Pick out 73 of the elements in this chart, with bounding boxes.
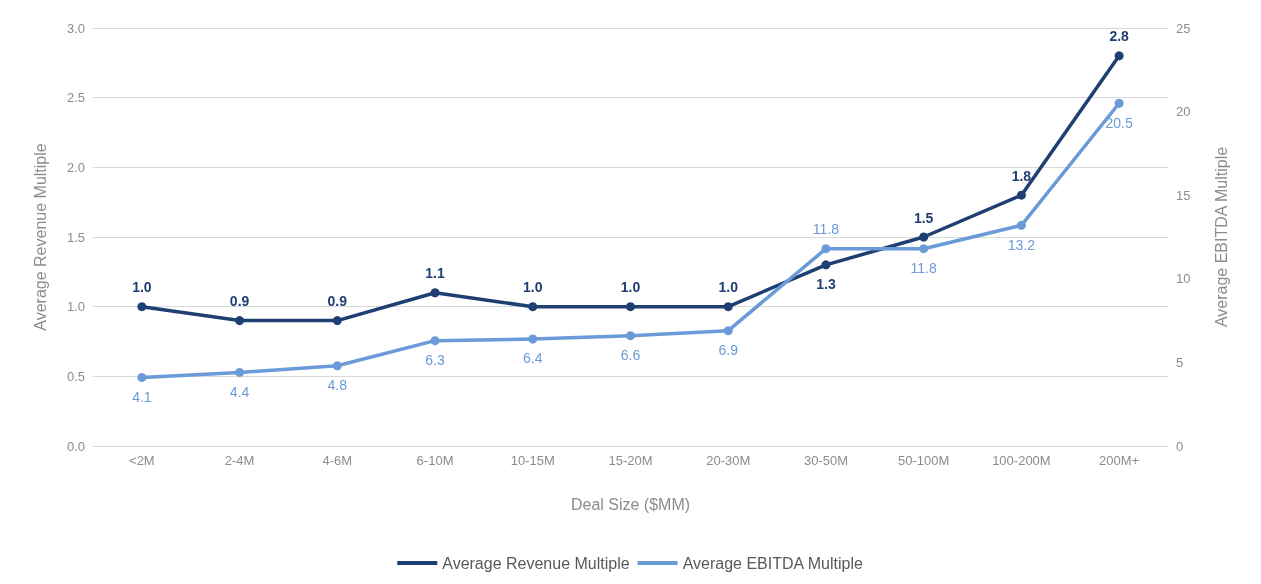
y2-tick-label: 15 [1176,187,1191,203]
x-tick-label: 100-200M [992,453,1051,468]
y-tick-label: 2.5 [66,90,85,106]
x-tick-label: 4-6M [322,453,353,468]
data-label: 20.5 [1105,114,1133,131]
data-label: 1.8 [1011,167,1032,184]
data-label: 1.5 [913,209,934,226]
x-tick-label: 30-50M [803,453,848,468]
data-label: 1.3 [816,276,836,293]
data-label: 1.1 [425,265,445,282]
x-tick-label: <2M [129,453,155,468]
data-label: 6.6 [620,347,641,364]
point [137,302,147,312]
point [723,326,733,336]
y-tick-label: 0.5 [66,368,85,384]
data-label: 11.8 [910,260,937,277]
point [430,288,440,298]
data-label: 6.4 [523,350,543,367]
point [1016,220,1026,230]
point [528,302,538,312]
y-tick-label: 0.0 [66,438,85,454]
data-label: 1.0 [523,279,543,296]
x-axis-title: Deal Size ($MM) [570,495,691,513]
y2-tick-label: 25 [1176,20,1191,36]
data-label: 4.1 [132,388,152,405]
point [626,302,635,312]
point [430,336,440,346]
point [137,372,147,382]
point [723,302,733,312]
y-tick-label: 3.0 [66,20,85,36]
data-label: 0.9 [327,293,348,310]
point [1016,190,1026,200]
y2-tick-label: 0 [1176,438,1184,454]
point [821,244,831,254]
data-label: 11.8 [812,221,840,238]
point [528,334,538,344]
x-tick-label: 50-100M [898,453,950,468]
point [332,361,342,371]
data-label: 6.9 [718,342,739,359]
data-label: 13.2 [1007,236,1036,253]
x-tick-label: 15-20M [608,453,653,468]
x-tick-label: 10-15M [510,453,555,468]
y-tick-label: 1.5 [66,229,85,245]
data-label: 1.0 [132,279,152,296]
data-label: 4.8 [327,377,348,394]
data-label: 1.0 [718,279,739,296]
legend-label: Average EBITDA Multiple [682,554,863,572]
y2-tick-label: 5 [1176,354,1184,370]
data-label: 6.3 [425,352,445,369]
x-tick-label: 200M+ [1099,453,1140,468]
point [919,244,929,254]
y-axis-title: Average Revenue Multiple [31,143,49,331]
point [626,331,635,341]
y2-axis-title: Average EBITDA Multiple [1212,146,1230,328]
data-label: 4.4 [229,383,250,400]
data-label: 2.8 [1109,28,1130,45]
point [1114,98,1124,108]
point [821,260,831,270]
legend-label: Average Revenue Multiple [442,554,630,572]
point [235,316,245,326]
data-label: 0.9 [229,293,250,310]
x-tick-label: 20-30M [706,453,751,468]
point [235,367,245,377]
y-tick-label: 1.0 [66,299,85,315]
x-tick-label: 6-10M [416,453,454,468]
y-tick-label: 2.0 [66,159,85,175]
data-label: 1.0 [620,279,641,296]
point [332,316,342,326]
point [1114,51,1124,61]
x-tick-label: 2-4M [224,453,255,468]
y2-tick-label: 10 [1176,271,1191,287]
y2-tick-label: 20 [1176,104,1191,120]
point [919,232,929,242]
